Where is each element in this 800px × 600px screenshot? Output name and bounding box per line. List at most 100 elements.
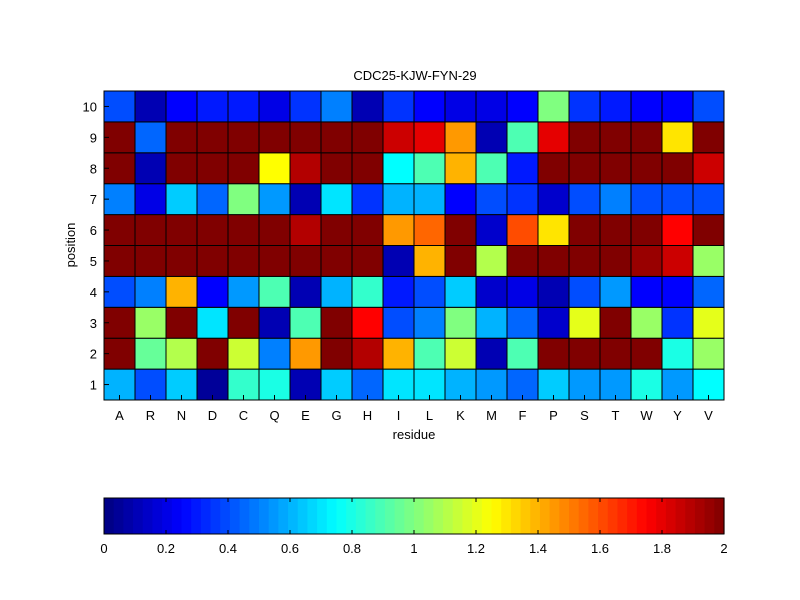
colorbar-step xyxy=(636,498,648,534)
heatmap-cell xyxy=(568,275,601,308)
heatmap-cell xyxy=(165,306,198,339)
heatmap-cell xyxy=(630,214,663,247)
heatmap-cell xyxy=(413,275,446,308)
heatmap-cell xyxy=(506,121,539,154)
y-tick-label: 3 xyxy=(90,316,97,331)
x-tick-label: L xyxy=(426,408,433,423)
colorbar-step xyxy=(142,498,154,534)
colorbar-step xyxy=(520,498,531,534)
heatmap-cell xyxy=(227,275,260,308)
colorbar-step xyxy=(249,498,260,534)
heatmap-cell xyxy=(289,306,322,339)
heatmap-cell xyxy=(351,306,384,339)
heatmap-cell xyxy=(134,214,167,247)
heatmap-cell xyxy=(506,90,539,123)
heatmap-cell xyxy=(692,183,725,216)
heatmap-cell xyxy=(630,183,663,216)
heatmap-cell xyxy=(537,306,570,339)
heatmap-cell xyxy=(537,121,570,154)
heatmap-cell xyxy=(227,337,260,370)
heatmap-cell xyxy=(661,245,694,277)
heatmap-cell xyxy=(227,152,260,185)
colorbar-step xyxy=(162,498,173,534)
colorbar-step xyxy=(317,498,328,534)
heatmap-cell xyxy=(165,275,198,308)
heatmap-cell xyxy=(568,368,601,401)
heatmap-cell xyxy=(568,183,601,216)
heatmap-cell xyxy=(351,245,384,277)
heatmap-cell xyxy=(599,152,632,185)
heatmap-cell xyxy=(444,275,477,308)
heatmap-cell xyxy=(413,152,446,185)
heatmap-cell xyxy=(537,183,570,216)
colorbar-step xyxy=(375,498,386,534)
heatmap-cell xyxy=(599,245,632,277)
colorbar-step xyxy=(394,498,405,534)
colorbar-tick-label: 2 xyxy=(720,541,727,556)
heatmap-cell xyxy=(103,121,136,154)
heatmap-cell xyxy=(599,183,632,216)
colorbar-step xyxy=(268,498,279,534)
colorbar-step xyxy=(627,498,638,534)
heatmap-cell xyxy=(413,183,446,216)
x-tick-label: T xyxy=(612,408,620,423)
x-tick-label: K xyxy=(456,408,465,423)
heatmap-cell xyxy=(661,90,694,123)
colorbar-tick-label: 0.8 xyxy=(343,541,361,556)
heatmap-cell xyxy=(630,306,663,339)
x-tick-label: P xyxy=(549,408,558,423)
heatmap-cell xyxy=(475,183,508,216)
heatmap-cell xyxy=(196,183,229,216)
colorbar-step xyxy=(501,498,512,534)
heatmap-cell xyxy=(289,152,322,185)
colorbar-step xyxy=(452,498,464,534)
heatmap-cell xyxy=(134,275,167,308)
heatmap-cell xyxy=(382,368,415,401)
heatmap-cell xyxy=(444,214,477,247)
x-axis-label: residue xyxy=(393,427,436,442)
heatmap-cell xyxy=(568,152,601,185)
heatmap-cell xyxy=(320,121,353,154)
heatmap-cell xyxy=(196,245,229,277)
heatmap-cell xyxy=(227,183,260,216)
colorbar-step xyxy=(104,498,115,534)
x-tick-label: R xyxy=(146,408,155,423)
colorbar-step xyxy=(307,498,318,534)
x-tick-label: C xyxy=(239,408,248,423)
colorbar-step xyxy=(336,498,347,534)
heatmap-cell xyxy=(599,306,632,339)
heatmap-cell xyxy=(351,214,384,247)
heatmap-cell xyxy=(692,90,725,123)
heatmap-cell xyxy=(475,90,508,123)
colorbar-step xyxy=(704,498,715,534)
heatmap-cell xyxy=(320,152,353,185)
heatmap-cell xyxy=(134,183,167,216)
colorbar-step xyxy=(171,498,183,534)
x-tick-label: M xyxy=(486,408,497,423)
y-tick-label: 1 xyxy=(90,378,97,393)
heatmap-cell xyxy=(165,245,198,277)
heatmap-cell xyxy=(537,275,570,308)
heatmap-cell xyxy=(630,275,663,308)
heatmap-cell xyxy=(134,306,167,339)
heatmap-cell xyxy=(661,368,694,401)
x-tick-label: Q xyxy=(269,408,279,423)
heatmap-cell xyxy=(320,245,353,277)
heatmap-cell xyxy=(382,337,415,370)
colorbar-step xyxy=(714,498,725,534)
heatmap-cell xyxy=(165,152,198,185)
colorbar-step xyxy=(472,498,483,534)
colorbar-step xyxy=(288,498,299,534)
heatmap-cell xyxy=(320,337,353,370)
colorbar-step xyxy=(656,498,667,534)
colorbar-step xyxy=(239,498,250,534)
heatmap-cell xyxy=(196,337,229,370)
colorbar-step xyxy=(578,498,589,534)
colorbar-step xyxy=(404,498,415,534)
heatmap-cell xyxy=(661,306,694,339)
heatmap-cell xyxy=(630,152,663,185)
heatmap-cell xyxy=(258,214,291,247)
heatmap-cell xyxy=(475,121,508,154)
colorbar-step xyxy=(443,498,454,534)
heatmap-cell xyxy=(196,152,229,185)
